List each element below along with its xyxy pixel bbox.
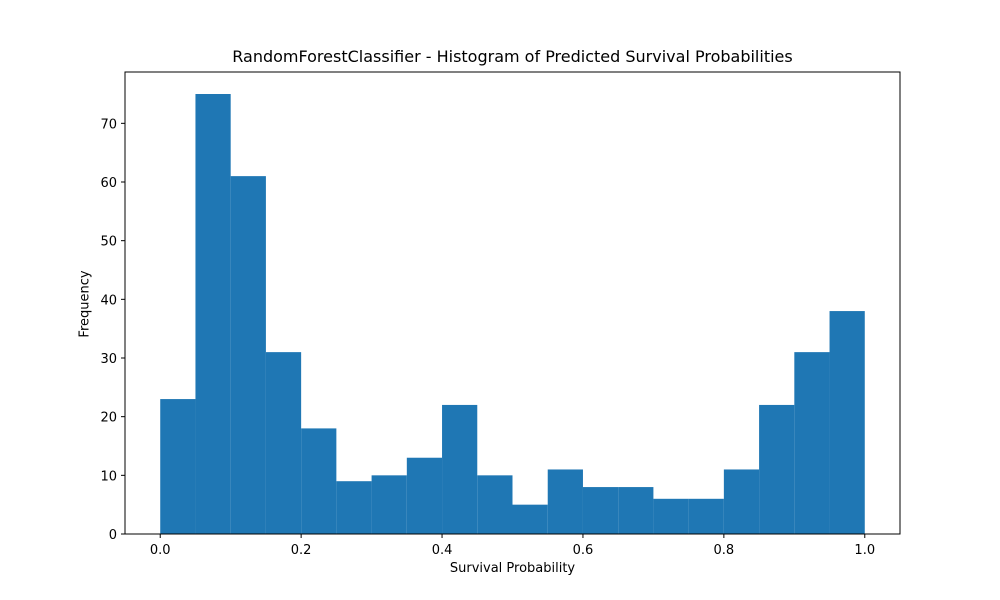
- y-tick-label: 40: [100, 293, 117, 308]
- x-tick-label: 1.0: [854, 543, 875, 558]
- bars-group: [160, 94, 865, 534]
- x-tick-label: 0.4: [432, 543, 453, 558]
- histogram-bar: [371, 475, 407, 534]
- histogram-bar: [301, 428, 337, 534]
- histogram-bar: [442, 404, 478, 534]
- y-tick-label: 20: [100, 411, 117, 426]
- histogram-bar: [336, 481, 372, 534]
- histogram-bar: [195, 94, 231, 534]
- axes-group: 0.0 0.2 0.4 0.6 0.8 1.0 0 10 20 30 40 50 60 70: [100, 71, 901, 558]
- x-tick-label: 0.2: [291, 543, 312, 558]
- chart-title: RandomForestClassifier - Histogram of Pr…: [232, 47, 793, 66]
- histogram-bar: [829, 311, 865, 534]
- histogram-bar: [653, 498, 689, 534]
- y-tick-label: 60: [100, 176, 117, 191]
- histogram-bar: [618, 487, 654, 534]
- y-tick-label: 70: [100, 117, 117, 132]
- x-tick-label: 0.0: [150, 543, 171, 558]
- histogram-bar: [582, 487, 619, 534]
- histogram-bar: [547, 469, 583, 534]
- histogram-bar: [794, 352, 830, 534]
- y-axis-label: Frequency: [77, 270, 93, 338]
- histogram-bar: [512, 504, 548, 534]
- histogram-bar: [265, 352, 302, 534]
- y-tick-label: 50: [100, 235, 117, 250]
- histogram-bar: [688, 498, 724, 534]
- y-tick-label: 30: [100, 352, 117, 367]
- histogram-bar: [723, 469, 760, 534]
- histogram-bar: [406, 457, 443, 534]
- histogram-bar: [759, 404, 795, 534]
- x-tick-label: 0.6: [573, 543, 594, 558]
- y-tick-label: 10: [100, 469, 117, 484]
- histogram-bar: [230, 176, 266, 534]
- plot-frame: [124, 71, 901, 535]
- histogram-bar: [477, 475, 513, 534]
- x-tick-label: 0.8: [714, 543, 735, 558]
- y-tick-label: 0: [109, 528, 117, 543]
- x-axis-label: Survival Probability: [449, 561, 576, 576]
- histogram-bar: [160, 399, 196, 534]
